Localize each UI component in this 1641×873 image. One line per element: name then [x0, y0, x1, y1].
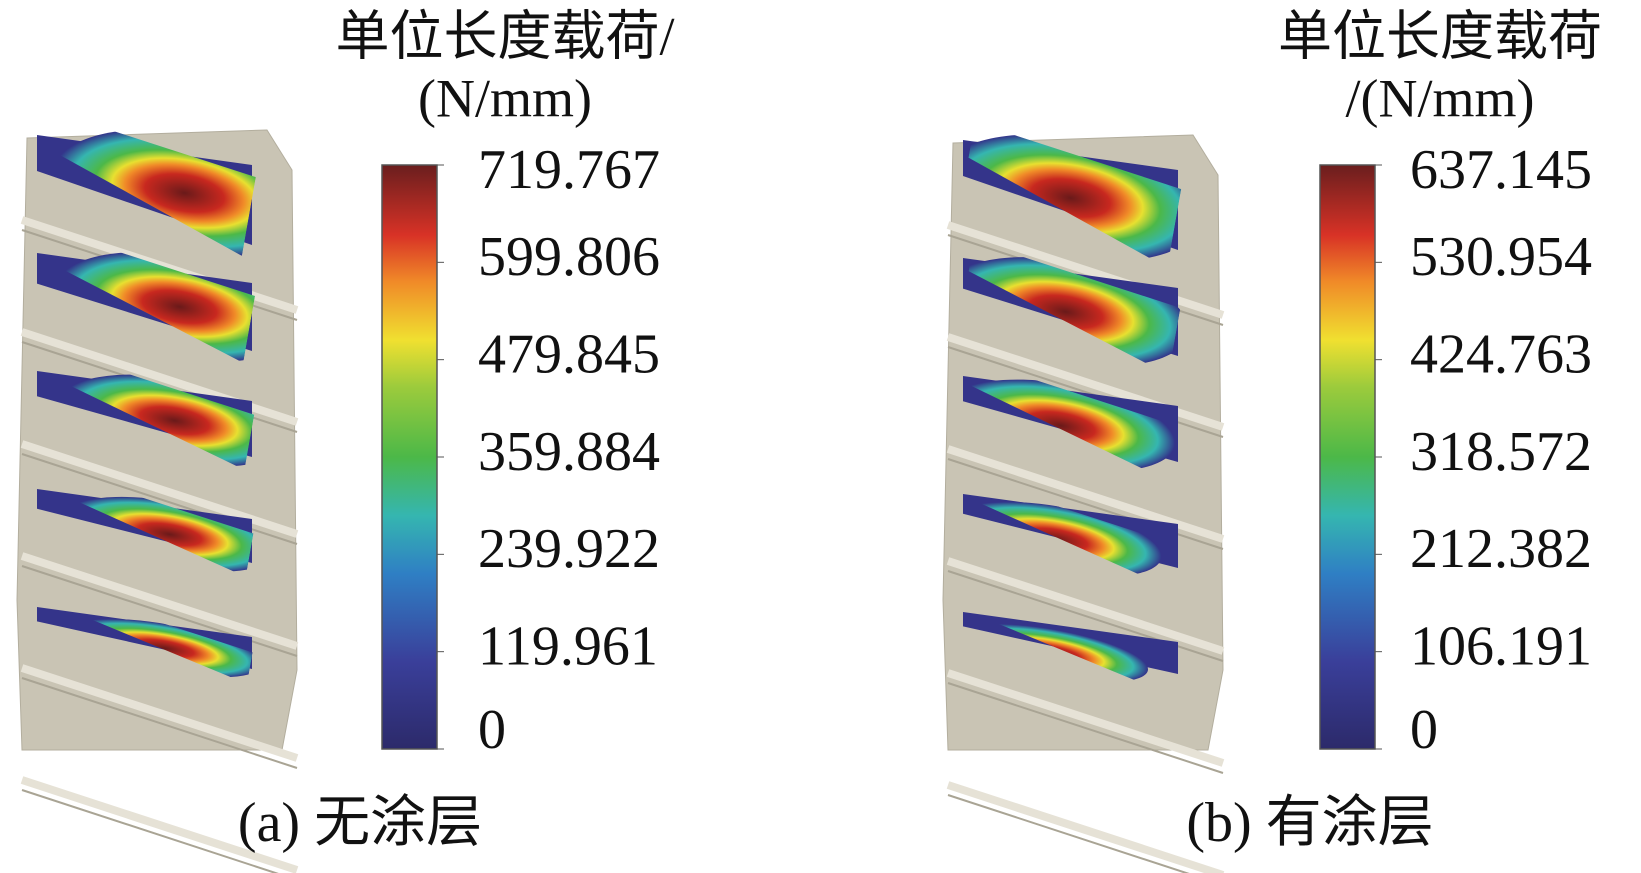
tooth-shadow	[947, 794, 1190, 873]
colorbar-tick-label: 479.845	[478, 324, 660, 386]
panel-title: 单位长度载荷	[1278, 6, 1602, 66]
colorbar-tick-label: 106.191	[1410, 616, 1592, 678]
tooth-edge	[20, 776, 299, 873]
colorbar-tick-label: 119.961	[478, 616, 658, 678]
tooth-edge	[20, 552, 299, 650]
tooth-edge	[946, 781, 1225, 873]
tooth-edge	[946, 669, 1225, 767]
tooth-shadow	[21, 789, 279, 873]
panel-title: (N/mm)	[418, 68, 592, 128]
colorbar	[1319, 164, 1376, 750]
colorbar-tick-label: 637.145	[1410, 139, 1592, 201]
colorbar	[381, 164, 438, 750]
colorbar-tick-label: 359.884	[478, 421, 660, 483]
panel-caption: (a) 无涂层	[238, 792, 482, 854]
colorbar-tick-label: 0	[478, 699, 506, 761]
colorbar-tick-label: 318.572	[1410, 421, 1592, 483]
panel-caption: (b) 有涂层	[1186, 792, 1433, 854]
panel-title: 单位长度载荷/	[335, 6, 674, 66]
tooth-edge	[20, 664, 299, 762]
colorbar-tick-label: 599.806	[478, 226, 660, 288]
gear-body	[16, 129, 298, 751]
panel-title: /(N/mm)	[1346, 68, 1535, 128]
colorbar-tick-label: 239.922	[478, 518, 660, 580]
tooth-shadow	[21, 677, 298, 769]
colorbar-tick-label: 719.767	[478, 139, 660, 201]
tooth-edge	[946, 557, 1225, 655]
colorbar-tick-label: 0	[1410, 699, 1438, 761]
colorbar-tick-label: 530.954	[1410, 226, 1592, 288]
colorbar-tick-label: 212.382	[1410, 518, 1592, 580]
tooth-shadow	[947, 682, 1224, 774]
gear-contour	[942, 134, 1225, 873]
colorbar-tick-label: 424.763	[1410, 324, 1592, 386]
gear-contour	[16, 129, 299, 873]
